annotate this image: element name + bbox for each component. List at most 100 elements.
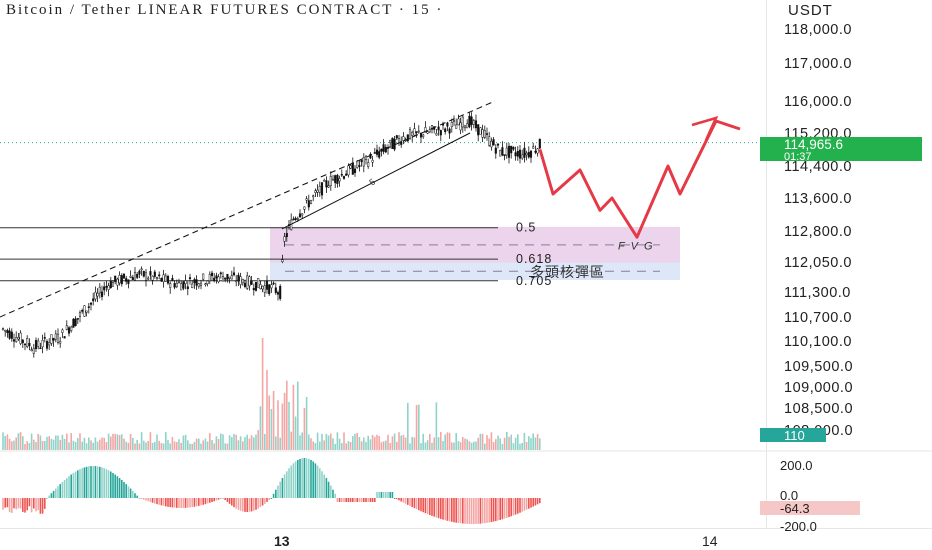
volume-bar <box>94 437 97 450</box>
oscillator-bar <box>356 498 358 502</box>
candle-body <box>96 293 99 297</box>
oscillator-bar <box>420 498 422 512</box>
oscillator-bar <box>451 498 453 522</box>
volume-bar <box>101 437 103 450</box>
volume-bar <box>389 442 391 450</box>
volume-bar <box>294 416 297 450</box>
candle-body <box>259 284 262 290</box>
oscillator-bar <box>15 498 17 510</box>
oscillator-bar <box>147 498 149 502</box>
oscillator-bar <box>528 498 530 509</box>
candle-body <box>283 236 286 242</box>
volume-bar <box>486 435 488 450</box>
candle-body <box>226 273 229 280</box>
candle-body <box>477 124 480 136</box>
oscillator-bar <box>444 498 446 521</box>
price-tick-label: 111,300.0 <box>784 285 851 301</box>
candle-body <box>463 125 467 129</box>
oscillator-bar <box>167 498 169 507</box>
oscillator-bar <box>321 471 323 498</box>
candle-body <box>538 138 541 149</box>
candle-body <box>81 310 84 312</box>
volume-bar <box>123 438 125 450</box>
oscillator-bar <box>158 498 160 505</box>
volume-bar <box>147 440 149 450</box>
candle-body <box>496 143 500 146</box>
oscillator-bar <box>217 498 220 500</box>
current-price-value: 114,965.6 <box>784 137 843 152</box>
candle-body <box>325 180 328 188</box>
candle-body <box>122 273 126 279</box>
candle-body <box>397 138 401 144</box>
oscillator-bar <box>39 498 42 514</box>
oscillator-bar <box>160 498 163 506</box>
candle-body <box>241 278 244 284</box>
oscillator-bar <box>437 498 440 519</box>
oscillator-bar <box>63 479 66 498</box>
candle-body <box>237 274 240 282</box>
volume-bar <box>371 434 374 450</box>
oscillator-bar <box>310 459 312 498</box>
oscillator-bar <box>11 498 13 513</box>
candle-body <box>103 286 106 291</box>
oscillator-bar <box>37 498 39 511</box>
candle-body <box>435 133 438 136</box>
volume-bar <box>385 440 387 450</box>
oscillator-bar <box>171 498 174 508</box>
candle-body <box>342 176 346 179</box>
volume-bar <box>374 436 376 450</box>
oscillator-last-label: -64.3 <box>780 501 810 516</box>
volume-bar <box>312 441 314 450</box>
oscillator-bar <box>433 498 435 517</box>
oscillator-bar <box>283 474 286 498</box>
oscillator-bar <box>112 472 114 498</box>
candle-body <box>402 136 405 141</box>
candle-body <box>479 127 482 135</box>
candle-body <box>430 125 434 130</box>
candle-body <box>485 133 489 135</box>
volume-bar <box>35 441 37 450</box>
oscillator-bar <box>453 498 455 523</box>
oscillator-bar <box>457 498 460 523</box>
volume-bar <box>213 443 215 450</box>
volume-bar <box>81 441 83 450</box>
volume-bar <box>11 441 13 450</box>
volume-bar <box>132 437 134 450</box>
oscillator-bar <box>246 498 248 512</box>
volume-bar <box>145 442 147 450</box>
candle-body <box>347 165 350 176</box>
candle-body <box>378 152 381 158</box>
volume-bar <box>297 381 299 450</box>
oscillator-bar <box>325 478 328 498</box>
volume-bar <box>209 432 211 450</box>
volume-bar <box>167 440 169 450</box>
unit-label: USDT <box>788 2 833 19</box>
volume-bar <box>182 435 185 450</box>
volume-bar <box>413 437 416 450</box>
candle-body <box>474 120 478 129</box>
oscillator-bar <box>349 498 352 502</box>
candle-body <box>268 284 271 294</box>
oscillator-bar <box>44 498 46 509</box>
oscillator-bar <box>314 463 317 498</box>
candle-body <box>314 190 317 194</box>
oscillator-bar <box>187 498 189 508</box>
volume-bar <box>360 441 363 450</box>
candle-body <box>180 283 183 291</box>
candle-body <box>391 137 394 149</box>
oscillator-tag <box>760 501 860 515</box>
candle-body <box>261 285 264 290</box>
volume-bar <box>299 435 301 450</box>
oscillator-bar <box>198 498 200 506</box>
volume-bar <box>191 443 193 450</box>
oscillator-bar <box>303 458 306 498</box>
volume-bar <box>279 437 281 450</box>
volume-bar <box>259 406 262 450</box>
oscillator-bar <box>422 498 424 513</box>
volume-bar <box>250 435 253 450</box>
oscillator-bar <box>490 498 493 523</box>
oscillator-bar <box>385 492 387 498</box>
candle-body <box>100 291 104 297</box>
oscillator-bar <box>481 498 484 524</box>
